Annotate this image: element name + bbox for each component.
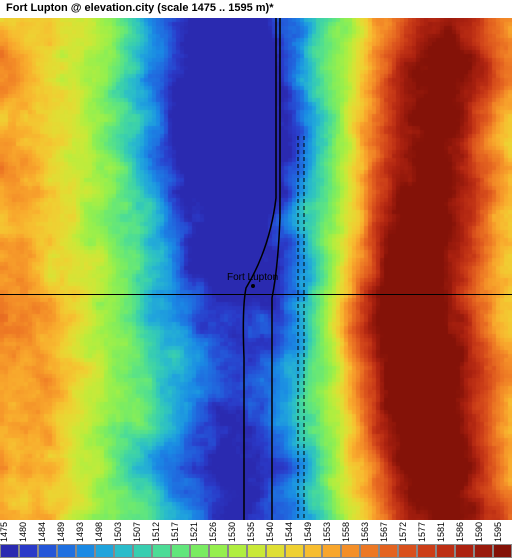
legend-item: 1489 — [57, 520, 76, 560]
legend-item: 1581 — [436, 520, 455, 560]
legend-swatch — [285, 544, 304, 558]
legend-swatch — [266, 544, 285, 558]
legend-value: 1503 — [113, 522, 123, 542]
legend-value: 1530 — [227, 522, 237, 542]
legend-value: 1586 — [455, 522, 465, 542]
legend-item: 1530 — [228, 520, 247, 560]
legend-swatch — [19, 544, 38, 558]
legend-swatch — [322, 544, 341, 558]
legend-swatch — [417, 544, 436, 558]
legend-value: 1581 — [436, 522, 446, 542]
legend-swatch — [152, 544, 171, 558]
city-marker — [251, 284, 255, 288]
legend-value: 1595 — [493, 522, 503, 542]
main-road — [243, 18, 276, 520]
legend-swatch — [209, 544, 228, 558]
legend-swatch — [0, 544, 19, 558]
dashed-road — [298, 136, 304, 520]
legend-item: 1553 — [322, 520, 341, 560]
legend-item: 1512 — [152, 520, 171, 560]
city-label: Fort Lupton — [227, 272, 278, 283]
legend-swatch — [360, 544, 379, 558]
legend-item: 1567 — [379, 520, 398, 560]
legend-swatch — [190, 544, 209, 558]
legend-swatch — [228, 544, 247, 558]
legend-value: 1590 — [474, 522, 484, 542]
legend-swatch — [341, 544, 360, 558]
legend-value: 1475 — [0, 522, 9, 542]
elevation-legend: 1475 1480 1484 1489 1493 1498 1503 1507 1512 1517… — [0, 520, 512, 560]
legend-swatch — [38, 544, 57, 558]
legend-swatch — [379, 544, 398, 558]
legend-item: 1544 — [285, 520, 304, 560]
legend-item: 1475 — [0, 520, 19, 560]
legend-swatch — [76, 544, 95, 558]
legend-value: 1563 — [360, 522, 370, 542]
legend-value: 1526 — [208, 522, 218, 542]
legend-item: 1595 — [493, 520, 512, 560]
legend-item: 1493 — [76, 520, 95, 560]
legend-value: 1493 — [75, 522, 85, 542]
legend-swatch — [247, 544, 266, 558]
legend-item: 1526 — [209, 520, 228, 560]
legend-swatch — [493, 544, 512, 558]
legend-item: 1503 — [114, 520, 133, 560]
legend-value: 1517 — [170, 522, 180, 542]
legend-swatch — [398, 544, 417, 558]
legend-item: 1577 — [417, 520, 436, 560]
legend-value: 1572 — [398, 522, 408, 542]
legend-swatch — [133, 544, 152, 558]
legend-item: 1498 — [95, 520, 114, 560]
legend-item: 1517 — [171, 520, 190, 560]
elevation-map: Fort Lupton — [0, 18, 512, 520]
legend-item: 1484 — [38, 520, 57, 560]
legend-swatch — [436, 544, 455, 558]
legend-item: 1535 — [247, 520, 266, 560]
legend-value: 1507 — [132, 522, 142, 542]
legend-value: 1535 — [246, 522, 256, 542]
legend-value: 1540 — [265, 522, 275, 542]
legend-value: 1521 — [189, 522, 199, 542]
legend-swatch — [95, 544, 114, 558]
legend-swatch — [171, 544, 190, 558]
legend-item: 1590 — [474, 520, 493, 560]
page-title: Fort Lupton @ elevation.city (scale 1475… — [6, 2, 273, 14]
legend-item: 1540 — [266, 520, 285, 560]
legend-item: 1549 — [304, 520, 323, 560]
legend-value: 1549 — [303, 522, 313, 542]
legend-value: 1558 — [341, 522, 351, 542]
legend-item: 1480 — [19, 520, 38, 560]
legend-item: 1507 — [133, 520, 152, 560]
legend-value: 1553 — [322, 522, 332, 542]
legend-swatch — [474, 544, 493, 558]
legend-swatch — [114, 544, 133, 558]
legend-value: 1484 — [37, 522, 47, 542]
legend-swatch — [455, 544, 474, 558]
legend-value: 1480 — [18, 522, 28, 542]
legend-value: 1544 — [284, 522, 294, 542]
legend-item: 1563 — [360, 520, 379, 560]
legend-swatch — [304, 544, 323, 558]
legend-value: 1489 — [56, 522, 66, 542]
legend-value: 1567 — [379, 522, 389, 542]
legend-item: 1558 — [341, 520, 360, 560]
legend-value: 1577 — [417, 522, 427, 542]
legend-item: 1572 — [398, 520, 417, 560]
legend-item: 1586 — [455, 520, 474, 560]
legend-swatch — [57, 544, 76, 558]
legend-value: 1512 — [151, 522, 161, 542]
legend-item: 1521 — [190, 520, 209, 560]
roads-overlay — [0, 18, 512, 520]
legend-value: 1498 — [94, 522, 104, 542]
